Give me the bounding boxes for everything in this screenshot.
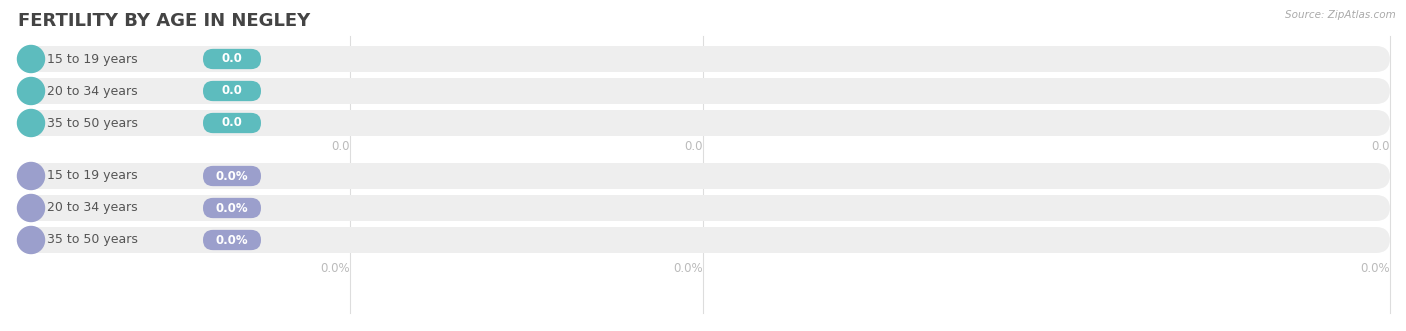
Text: 0.0%: 0.0% xyxy=(673,262,703,275)
Text: 0.0: 0.0 xyxy=(222,53,242,66)
Text: 0.0: 0.0 xyxy=(1371,139,1391,153)
FancyBboxPatch shape xyxy=(18,163,1391,189)
Text: FERTILITY BY AGE IN NEGLEY: FERTILITY BY AGE IN NEGLEY xyxy=(18,12,311,30)
Text: 0.0%: 0.0% xyxy=(215,233,249,247)
FancyBboxPatch shape xyxy=(202,198,262,218)
Text: 0.0%: 0.0% xyxy=(321,262,350,275)
Circle shape xyxy=(17,163,45,190)
FancyBboxPatch shape xyxy=(202,113,262,133)
FancyBboxPatch shape xyxy=(202,81,262,101)
Circle shape xyxy=(17,77,45,105)
FancyBboxPatch shape xyxy=(18,110,1391,136)
Text: 0.0%: 0.0% xyxy=(1361,262,1391,275)
Text: 0.0: 0.0 xyxy=(332,139,350,153)
Text: 35 to 50 years: 35 to 50 years xyxy=(46,117,138,129)
Circle shape xyxy=(17,226,45,254)
Text: 15 to 19 years: 15 to 19 years xyxy=(46,169,138,182)
Text: Source: ZipAtlas.com: Source: ZipAtlas.com xyxy=(1285,10,1396,20)
Text: 0.0: 0.0 xyxy=(685,139,703,153)
Text: 15 to 19 years: 15 to 19 years xyxy=(46,53,138,66)
Circle shape xyxy=(17,195,45,221)
Circle shape xyxy=(17,45,45,72)
Text: 20 to 34 years: 20 to 34 years xyxy=(46,84,138,98)
Text: 0.0: 0.0 xyxy=(222,117,242,129)
FancyBboxPatch shape xyxy=(18,195,1391,221)
Text: 35 to 50 years: 35 to 50 years xyxy=(46,233,138,247)
FancyBboxPatch shape xyxy=(18,46,1391,72)
Circle shape xyxy=(17,110,45,136)
FancyBboxPatch shape xyxy=(18,78,1391,104)
Text: 0.0: 0.0 xyxy=(222,84,242,98)
FancyBboxPatch shape xyxy=(18,227,1391,253)
FancyBboxPatch shape xyxy=(202,166,262,186)
Text: 20 to 34 years: 20 to 34 years xyxy=(46,202,138,214)
Text: 0.0%: 0.0% xyxy=(215,169,249,182)
FancyBboxPatch shape xyxy=(202,230,262,250)
FancyBboxPatch shape xyxy=(202,49,262,69)
Text: 0.0%: 0.0% xyxy=(215,202,249,214)
